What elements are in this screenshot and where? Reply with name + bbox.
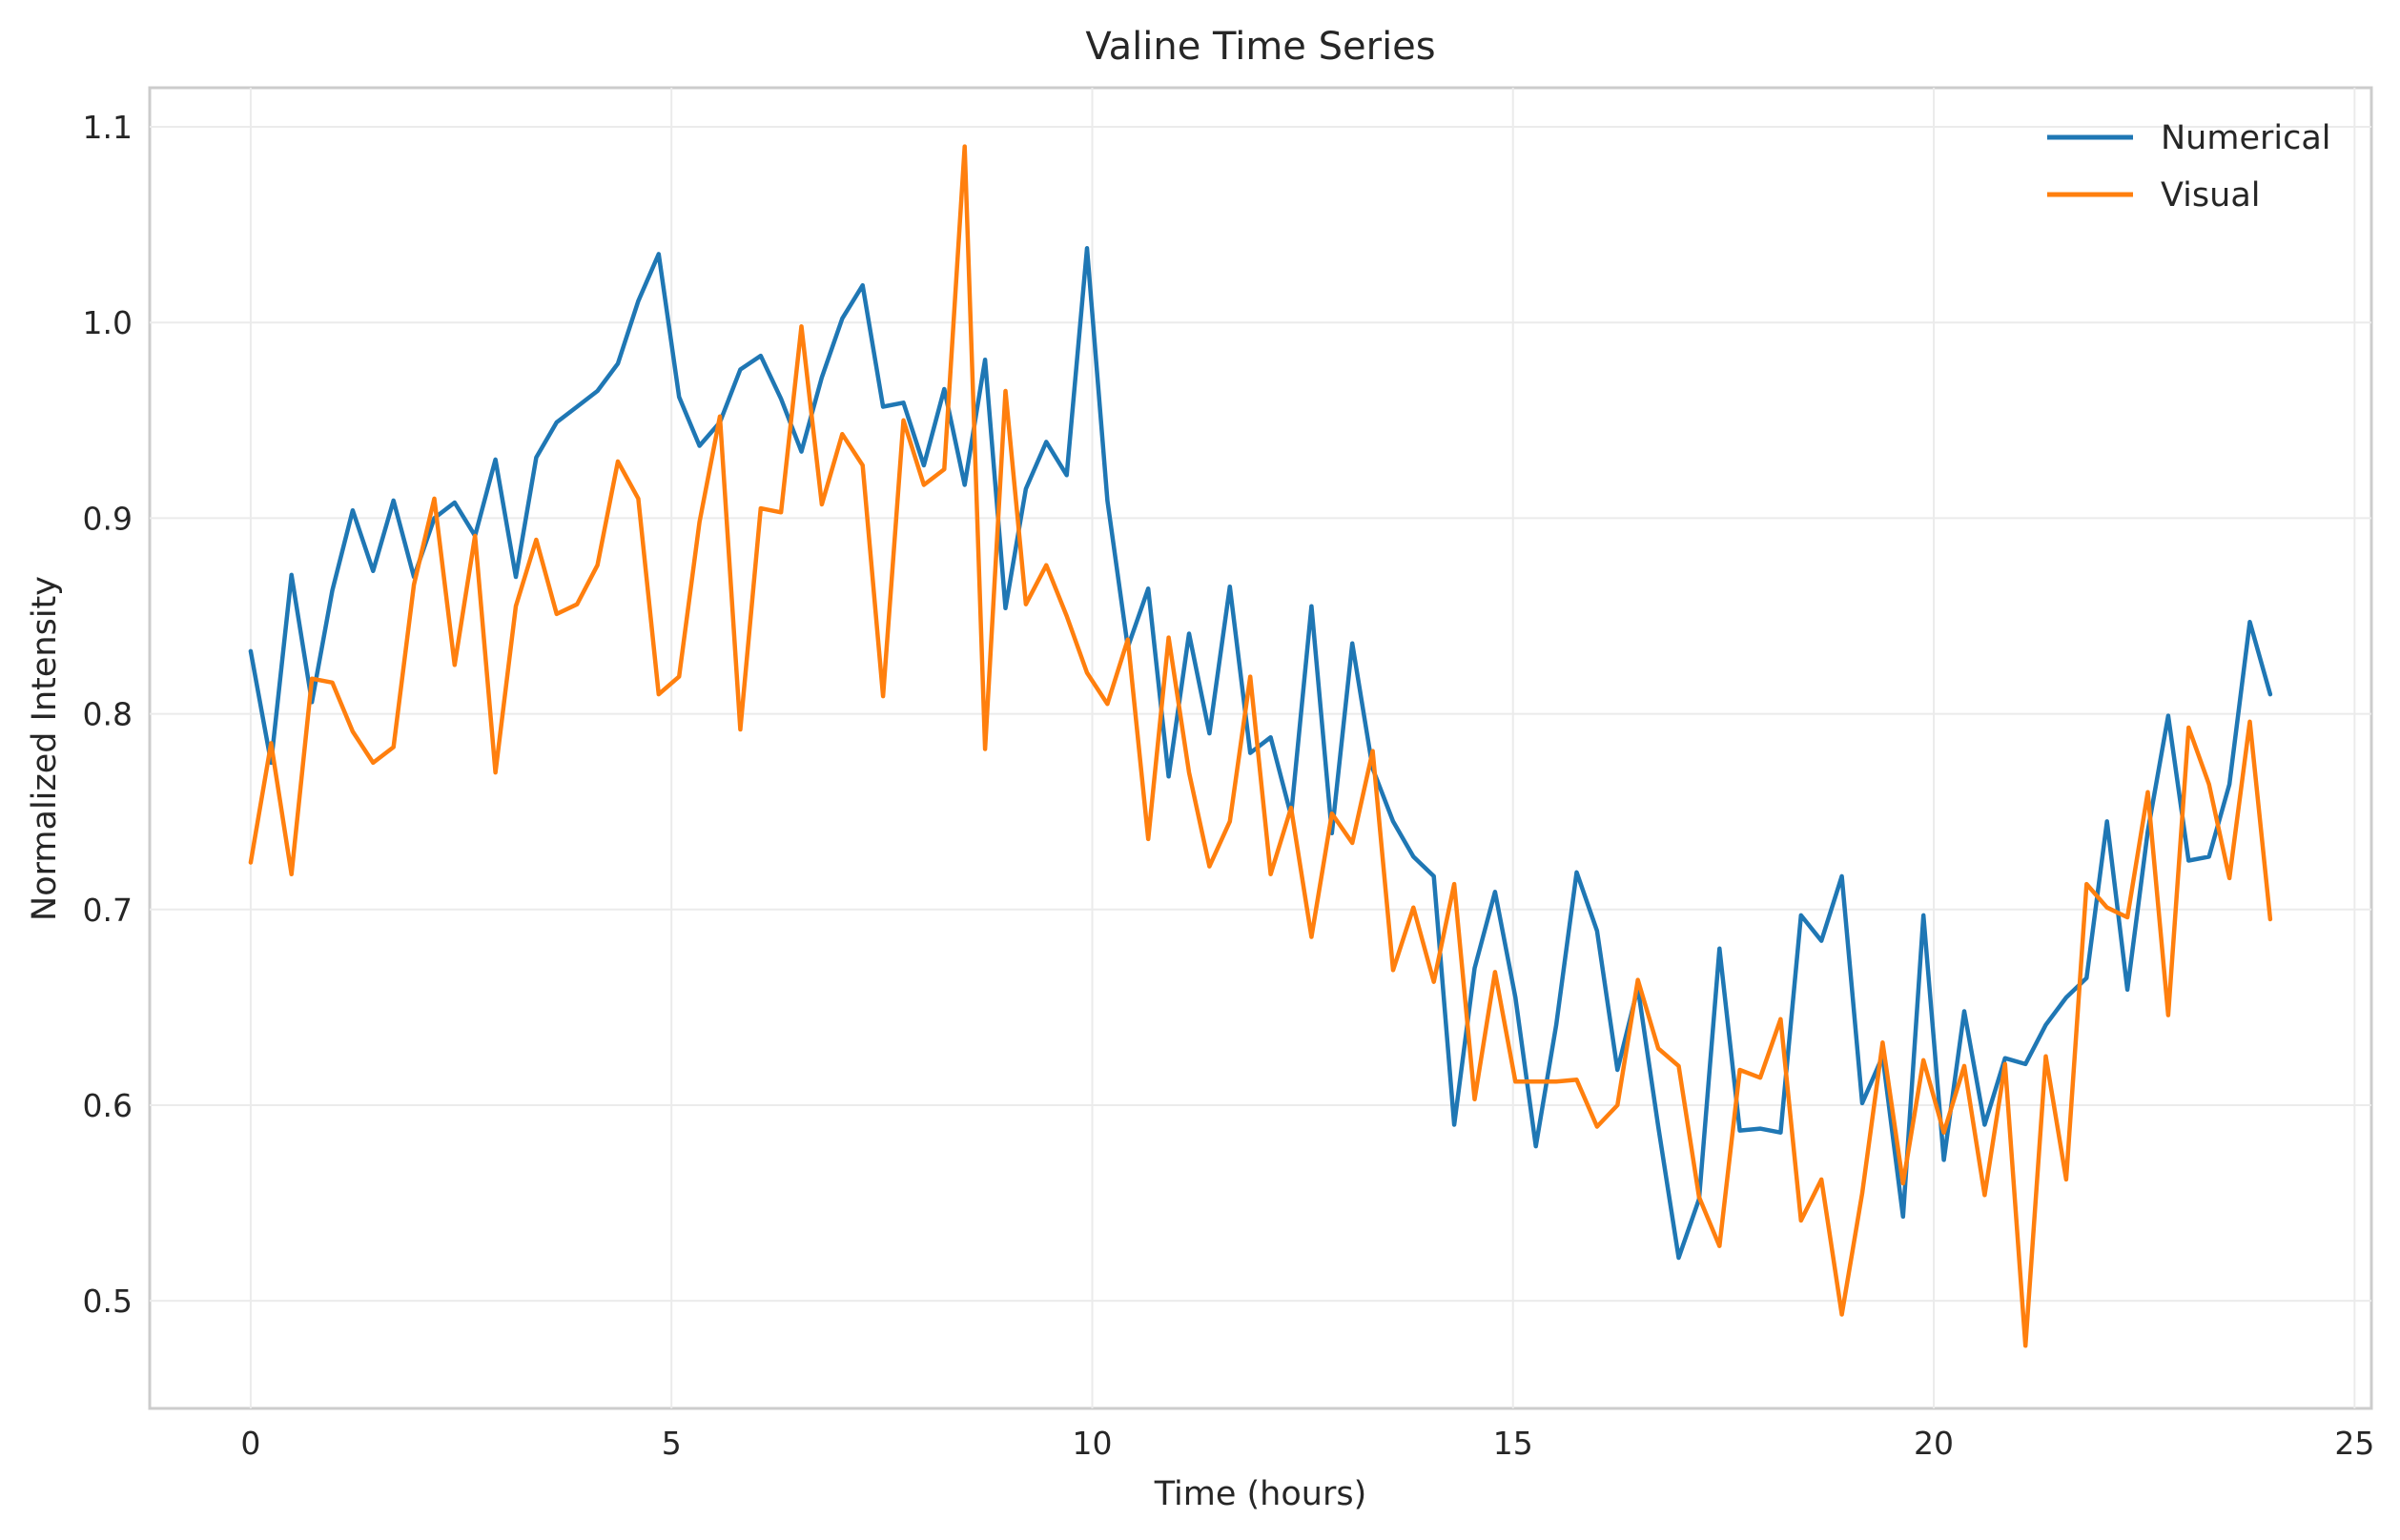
y-tick-label: 1.0 xyxy=(83,304,133,341)
x-tick-label: 5 xyxy=(662,1425,682,1462)
x-tick-labels: 0 5 10 15 20 25 xyxy=(240,1425,2374,1462)
x-tick-label: 15 xyxy=(1493,1425,1533,1462)
legend-label-numerical: Numerical xyxy=(2161,119,2331,157)
legend: Numerical Visual xyxy=(2047,119,2331,215)
plot-area xyxy=(148,86,2373,1410)
y-tick-label: 0.5 xyxy=(83,1283,133,1320)
x-tick-label: 20 xyxy=(1914,1425,1954,1462)
series-line-visual xyxy=(248,144,2273,1348)
y-tick-label: 0.7 xyxy=(83,892,133,929)
y-tick-label: 0.6 xyxy=(83,1087,133,1124)
x-tick-label: 10 xyxy=(1072,1425,1112,1462)
y-tick-label: 0.9 xyxy=(83,500,133,537)
series-line-numerical xyxy=(248,246,2273,1261)
y-tick-labels: 0.5 0.6 0.7 0.8 0.9 1.0 1.1 xyxy=(83,109,133,1320)
legend-label-visual: Visual xyxy=(2161,176,2261,215)
series-lines xyxy=(248,144,2273,1348)
y-axis-label: Normalized Intensity xyxy=(26,576,64,921)
y-tick-label: 0.8 xyxy=(83,696,133,733)
x-tick-label: 25 xyxy=(2334,1425,2374,1462)
x-axis-label: Time (hours) xyxy=(1154,1475,1367,1513)
y-tick-label: 1.1 xyxy=(83,109,133,146)
x-tick-label: 0 xyxy=(240,1425,260,1462)
chart-title: Valine Time Series xyxy=(1085,25,1435,69)
